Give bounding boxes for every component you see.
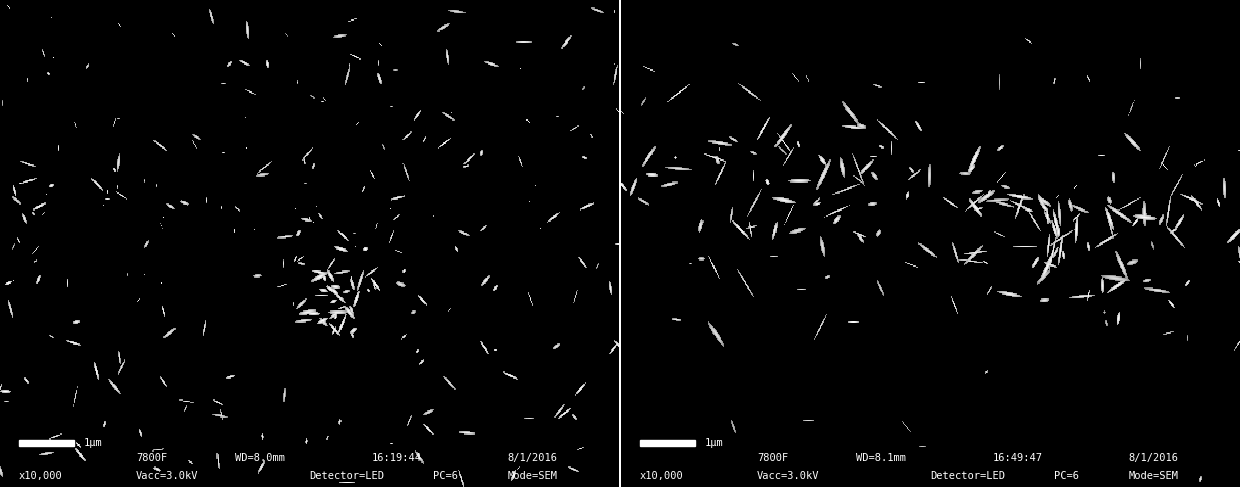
Text: x10,000: x10,000 xyxy=(19,471,62,481)
Text: PC=6: PC=6 xyxy=(433,471,459,481)
Text: 1μm: 1μm xyxy=(704,438,723,448)
Text: 7800F: 7800F xyxy=(136,453,167,463)
Text: 1μm: 1μm xyxy=(83,438,103,448)
Text: Detector=LED: Detector=LED xyxy=(310,471,384,481)
Bar xyxy=(640,440,696,446)
Text: 7800F: 7800F xyxy=(758,453,789,463)
Text: 16:19:44: 16:19:44 xyxy=(372,453,422,463)
Text: 8/1/2016: 8/1/2016 xyxy=(1128,453,1178,463)
Text: WD=8.1mm: WD=8.1mm xyxy=(856,453,906,463)
Text: 8/1/2016: 8/1/2016 xyxy=(507,453,558,463)
Text: PC=6: PC=6 xyxy=(1054,471,1079,481)
Bar xyxy=(19,440,74,446)
Text: Mode=SEM: Mode=SEM xyxy=(507,471,558,481)
Text: x10,000: x10,000 xyxy=(640,471,683,481)
Text: 16:49:47: 16:49:47 xyxy=(992,453,1043,463)
Text: WD=8.0mm: WD=8.0mm xyxy=(236,453,285,463)
Text: Detector=LED: Detector=LED xyxy=(930,471,1006,481)
Text: Mode=SEM: Mode=SEM xyxy=(1128,471,1178,481)
Text: Vacc=3.0kV: Vacc=3.0kV xyxy=(758,471,820,481)
Text: Vacc=3.0kV: Vacc=3.0kV xyxy=(136,471,198,481)
